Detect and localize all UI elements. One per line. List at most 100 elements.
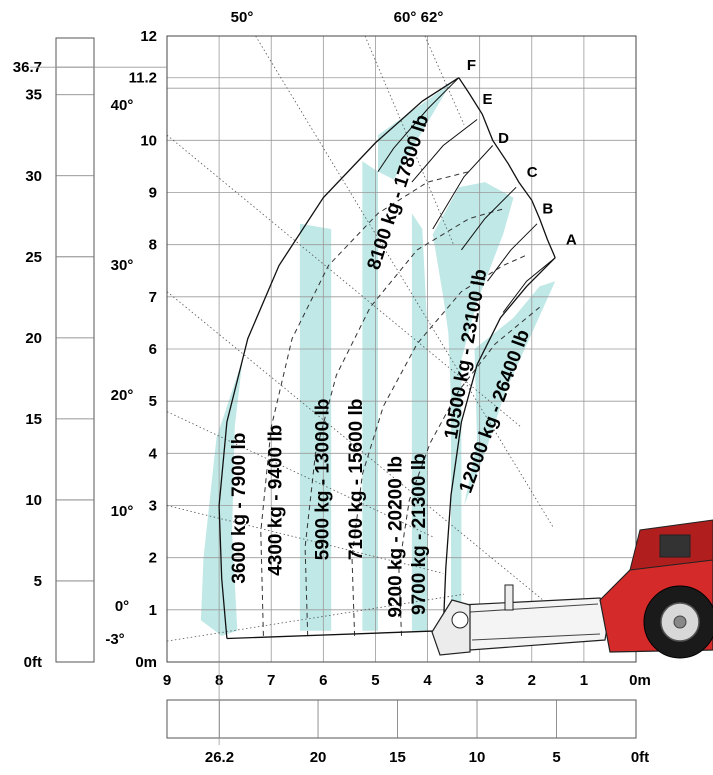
angle-labels: 50° 60° 62° 40° 30° 20° 10° 0° -3° xyxy=(105,9,443,648)
zone-label: 3600 kg - 7900 lb xyxy=(229,433,250,584)
zone-label: 5900 kg - 13000 lb xyxy=(312,399,333,561)
x-tick-label: 1 xyxy=(580,672,588,689)
angle-ray xyxy=(364,35,454,245)
x-tick-label: 3 xyxy=(475,672,483,689)
envelope-inner xyxy=(442,257,556,631)
angle-rays xyxy=(166,35,553,642)
boom-arc xyxy=(351,254,527,636)
angle-ray xyxy=(166,505,444,574)
boom-arcs xyxy=(260,171,540,636)
zone-label: 4300 kg - 9400 lb xyxy=(265,425,286,576)
boom-point-label: F xyxy=(467,57,476,74)
envelope-segment xyxy=(502,257,556,313)
ft-height-tick: 25 xyxy=(25,249,42,266)
y-tick-label: 9 xyxy=(149,185,157,202)
zone-fill xyxy=(378,83,451,180)
boom-arc xyxy=(260,171,470,636)
y-tick-label: 7 xyxy=(149,289,157,306)
ft-reach-tick: 15 xyxy=(389,749,406,766)
zone-label: 9200 kg - 20200 lb xyxy=(385,456,406,618)
y-tick-label: 0m xyxy=(135,654,157,671)
y-tick-label: 4 xyxy=(149,445,158,462)
y-tick-label: 1 xyxy=(149,602,157,619)
angle-label-top: 50° xyxy=(231,9,254,26)
cab-window xyxy=(659,534,691,558)
ft-reach-tick: 26.2 xyxy=(205,749,234,766)
envelope-outer xyxy=(218,77,460,639)
ft-reach-box xyxy=(166,699,637,739)
boom-arm-detail xyxy=(469,603,601,641)
x-tick-label: 9 xyxy=(163,672,171,689)
envelope-segment xyxy=(461,186,517,251)
y-tick-label: 12 xyxy=(140,28,157,45)
y-tick-label: 10 xyxy=(140,132,157,149)
ft-height-tick: 20 xyxy=(25,330,42,347)
x-tick-label: 7 xyxy=(267,672,275,689)
ft-reach-tick: 0ft xyxy=(631,749,649,766)
zone-fill xyxy=(411,213,428,631)
envelope-base xyxy=(226,630,444,640)
ft-height-tick: 15 xyxy=(25,411,42,428)
ft-reach-tick: 20 xyxy=(310,749,327,766)
ft-height-box xyxy=(55,37,95,663)
envelope-segment xyxy=(432,145,494,230)
zone-fill xyxy=(464,281,556,506)
ft-height-tick: 36.7 xyxy=(13,59,42,76)
y-tick-label: 11.2 xyxy=(129,70,157,87)
zone-fill xyxy=(200,359,243,636)
angle-label-top: 60° xyxy=(394,9,417,26)
zone-fill xyxy=(432,182,514,615)
y-tick-label: 6 xyxy=(149,341,157,358)
angle-ray xyxy=(424,35,465,125)
angle-label-left: -3° xyxy=(105,631,124,648)
angle-label-left: 40° xyxy=(111,97,134,114)
angle-label-top: 62° xyxy=(421,9,444,26)
zone-label: 9700 kg - 21300 lb xyxy=(409,453,430,615)
fork-carriage xyxy=(431,599,471,656)
boom-arc xyxy=(398,306,540,636)
ft-height-tick: 30 xyxy=(25,168,42,185)
chart-grid xyxy=(166,35,637,663)
ft-height-tick: 10 xyxy=(25,492,42,509)
boom-point-label: E xyxy=(482,91,492,108)
telehandler-illustration xyxy=(431,519,713,659)
zone-label: 7100 kg - 15600 lb xyxy=(346,399,367,561)
boom-point-label: A xyxy=(566,232,577,249)
y-tick-label: 8 xyxy=(149,237,157,254)
boom-point-label: D xyxy=(498,130,509,147)
x-tick-label: 2 xyxy=(528,672,536,689)
y-tick-label: 2 xyxy=(149,550,157,567)
chart-frame xyxy=(166,35,637,663)
x-tick-label: 4 xyxy=(423,672,432,689)
hub xyxy=(673,615,687,629)
y-tick-label: 5 xyxy=(149,393,157,410)
y-tick-label: 3 xyxy=(149,498,157,515)
boom-point-label: C xyxy=(527,164,538,181)
ft-height-tick: 0ft xyxy=(24,654,42,671)
angle-ray xyxy=(166,411,433,538)
angle-label-left: 10° xyxy=(111,503,134,520)
angle-label-left: 30° xyxy=(111,257,134,274)
envelope-segment xyxy=(487,223,538,282)
angle-ray xyxy=(166,134,522,428)
ft-height-tick: 5 xyxy=(34,573,42,590)
x-tick-label: 5 xyxy=(371,672,379,689)
angle-label-left: 0° xyxy=(115,598,129,615)
boom-point-label: B xyxy=(542,200,553,217)
carriage-pivot xyxy=(451,611,469,629)
zone-fill xyxy=(362,161,378,631)
envelope-segment xyxy=(377,77,460,172)
envelope-segment xyxy=(411,119,478,183)
boom-point-labels: AB C D EF xyxy=(467,57,577,249)
boom-cylinder xyxy=(504,584,514,611)
angle-ray xyxy=(166,291,543,600)
ft-height-tick: 35 xyxy=(25,87,42,104)
x-tick-label: 0m xyxy=(629,672,651,689)
x-axis-ticks: 9 8 7 6 5 4 3 2 1 0m xyxy=(163,672,651,689)
x-tick-label: 6 xyxy=(319,672,327,689)
envelope-tip-edge xyxy=(458,77,556,258)
